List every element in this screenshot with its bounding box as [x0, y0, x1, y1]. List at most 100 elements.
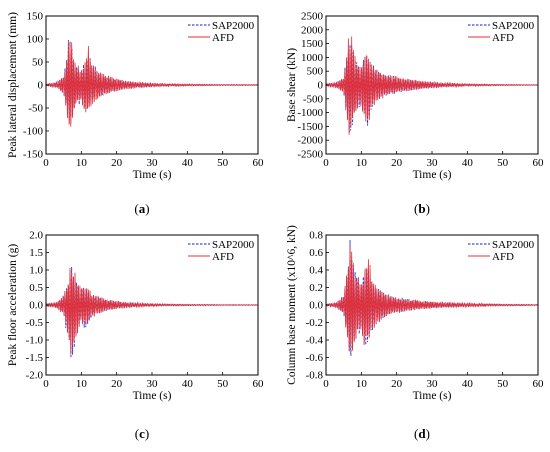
x-tick-label: 10 [356, 378, 368, 390]
series-line-afd [326, 36, 538, 135]
y-tick-label: -0.2 [306, 317, 323, 329]
x-tick-label: 30 [427, 378, 439, 390]
legend-box [466, 17, 537, 43]
y-tick-label: 150 [27, 11, 44, 23]
y-tick-label: 0 [318, 80, 324, 92]
y-tick-label: 1500 [301, 38, 324, 50]
x-tick-label: 60 [253, 157, 265, 169]
y-tick-label: -500 [303, 93, 324, 105]
y-tick-label: 2.0 [29, 230, 43, 242]
legend-label-sap2000: SAP2000 [492, 239, 535, 251]
traces [46, 39, 258, 127]
x-tick-label: 30 [147, 378, 159, 390]
y-tick-label: -50 [28, 103, 43, 115]
y-tick-label: -100 [23, 126, 44, 138]
y-tick-label: 2500 [301, 11, 324, 23]
y-tick-label: -150 [23, 149, 44, 161]
panel-label: (d) [414, 426, 430, 441]
y-tick-label: -1.5 [26, 352, 44, 364]
panel-label: (c) [135, 426, 149, 441]
y-tick-label: -1.0 [26, 335, 44, 347]
y-tick-label: 0.0 [309, 300, 323, 312]
traces [326, 36, 538, 135]
x-tick-label: 10 [356, 157, 368, 169]
y-axis-label: Peak lateral displacement (mm) [7, 12, 19, 158]
x-tick-label: 20 [111, 378, 123, 390]
x-axis-label: Time (s) [413, 169, 452, 181]
y-tick-label: 1000 [301, 52, 324, 64]
y-tick-label: -0.8 [306, 370, 324, 382]
legend-box [186, 17, 257, 43]
x-tick-label: 60 [533, 378, 545, 390]
series-line-afd [46, 40, 258, 127]
panel-label: (a) [134, 201, 149, 216]
y-tick-label: 100 [27, 34, 44, 46]
y-tick-label: 1.5 [29, 247, 43, 259]
series-line-afd [46, 267, 258, 355]
y-tick-label: 0.6 [309, 247, 323, 259]
legend-label-sap2000: SAP2000 [212, 20, 255, 32]
y-tick-label: -1000 [297, 107, 323, 119]
legend-label-sap2000: SAP2000 [492, 20, 535, 32]
legend-label-afd: AFD [492, 32, 514, 44]
y-tick-label: -0.5 [26, 317, 44, 329]
y-tick-label: 0.5 [29, 282, 43, 294]
x-tick-label: 40 [462, 378, 474, 390]
chart-panel: 0 10 20 30 40 50 60 -150 -100 -50 0 50 100 150 Time (s… [7, 11, 264, 217]
x-axis-label: Time (s) [133, 390, 172, 402]
x-tick-label: 30 [427, 157, 439, 169]
x-tick-label: 60 [533, 157, 545, 169]
x-tick-label: 30 [147, 157, 159, 169]
y-tick-label: -2000 [297, 135, 323, 147]
y-tick-label: 0.2 [309, 282, 323, 294]
legend-label-afd: AFD [212, 32, 234, 44]
x-tick-label: 50 [497, 157, 509, 169]
y-tick-label: 0 [38, 80, 44, 92]
y-tick-label: -2.0 [26, 370, 44, 382]
traces [46, 266, 258, 359]
x-axis-label: Time (s) [133, 169, 172, 181]
x-tick-label: 20 [391, 378, 403, 390]
y-tick-label: -2500 [297, 149, 323, 161]
x-tick-label: 50 [497, 378, 509, 390]
x-tick-label: 0 [323, 378, 329, 390]
x-tick-label: 10 [76, 378, 88, 390]
y-tick-label: 50 [32, 57, 44, 69]
traces [326, 239, 538, 356]
legend-label-sap2000: SAP2000 [212, 239, 255, 251]
x-tick-label: 0 [43, 157, 49, 169]
legend-box [466, 236, 537, 262]
x-tick-label: 20 [111, 157, 123, 169]
y-tick-label: -0.6 [306, 352, 324, 364]
y-tick-label: 0.4 [309, 265, 323, 277]
legend-box [186, 236, 257, 262]
panel-label: (b) [414, 201, 430, 216]
y-tick-label: -1500 [297, 121, 323, 133]
x-tick-label: 40 [182, 157, 194, 169]
x-tick-label: 0 [43, 378, 49, 390]
x-tick-label: 0 [323, 157, 329, 169]
x-tick-label: 50 [217, 378, 229, 390]
y-axis-label: Base shear (kN) [286, 48, 298, 122]
legend-label-afd: AFD [492, 251, 514, 263]
y-tick-label: 500 [307, 66, 324, 78]
x-tick-label: 60 [253, 378, 265, 390]
y-axis-label: Column base moment (x10^6, kN) [286, 225, 298, 385]
y-tick-label: 2000 [301, 24, 324, 36]
y-tick-label: 1.0 [29, 265, 43, 277]
y-tick-label: -0.4 [306, 335, 324, 347]
x-tick-label: 50 [217, 157, 229, 169]
x-tick-label: 40 [182, 378, 194, 390]
series-line-afd [326, 245, 538, 352]
chart-panel: 0 10 20 30 40 50 60 -0.8 -0.6 -0.4 -0.2 0.0 0.2 0.4 0.… [286, 225, 544, 441]
x-tick-label: 20 [391, 157, 403, 169]
y-axis-label: Peak floor acceleration (g) [7, 244, 19, 366]
x-tick-label: 40 [462, 157, 474, 169]
x-axis-label: Time (s) [413, 390, 452, 402]
chart-panel: 0 10 20 30 40 50 60 -2.0 -1.5 -1.0 -0.5 0.0 0.5 1.0 1.… [7, 230, 264, 442]
